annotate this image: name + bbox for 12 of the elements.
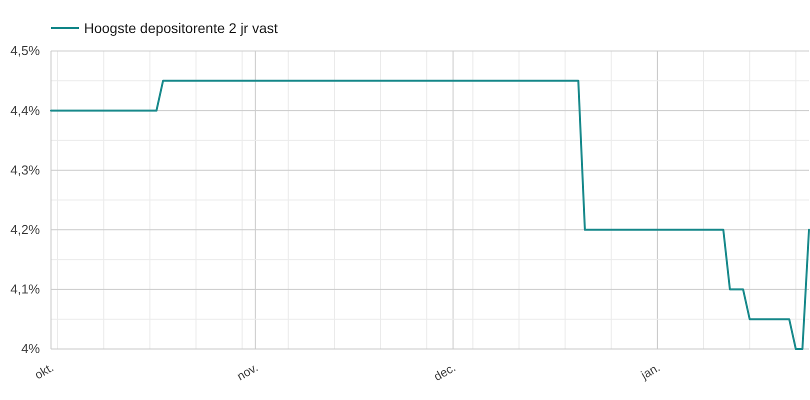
legend-label: Hoogste depositorente 2 jr vast	[84, 20, 278, 36]
y-tick-label: 4,3%	[10, 162, 40, 178]
y-tick-label: 4,1%	[10, 282, 40, 297]
x-tick-label: okt.	[32, 360, 56, 382]
x-tick-label: nov.	[234, 360, 260, 384]
y-tick-label: 4%	[21, 341, 40, 356]
x-tick-label: jan.	[638, 360, 662, 383]
y-tick-label: 4,2%	[10, 222, 40, 237]
y-tick-label: 4,4%	[10, 102, 40, 118]
y-tick-label: 4,5%	[10, 43, 40, 58]
line-series	[50, 80, 810, 350]
x-tick-label: dec.	[431, 360, 458, 384]
